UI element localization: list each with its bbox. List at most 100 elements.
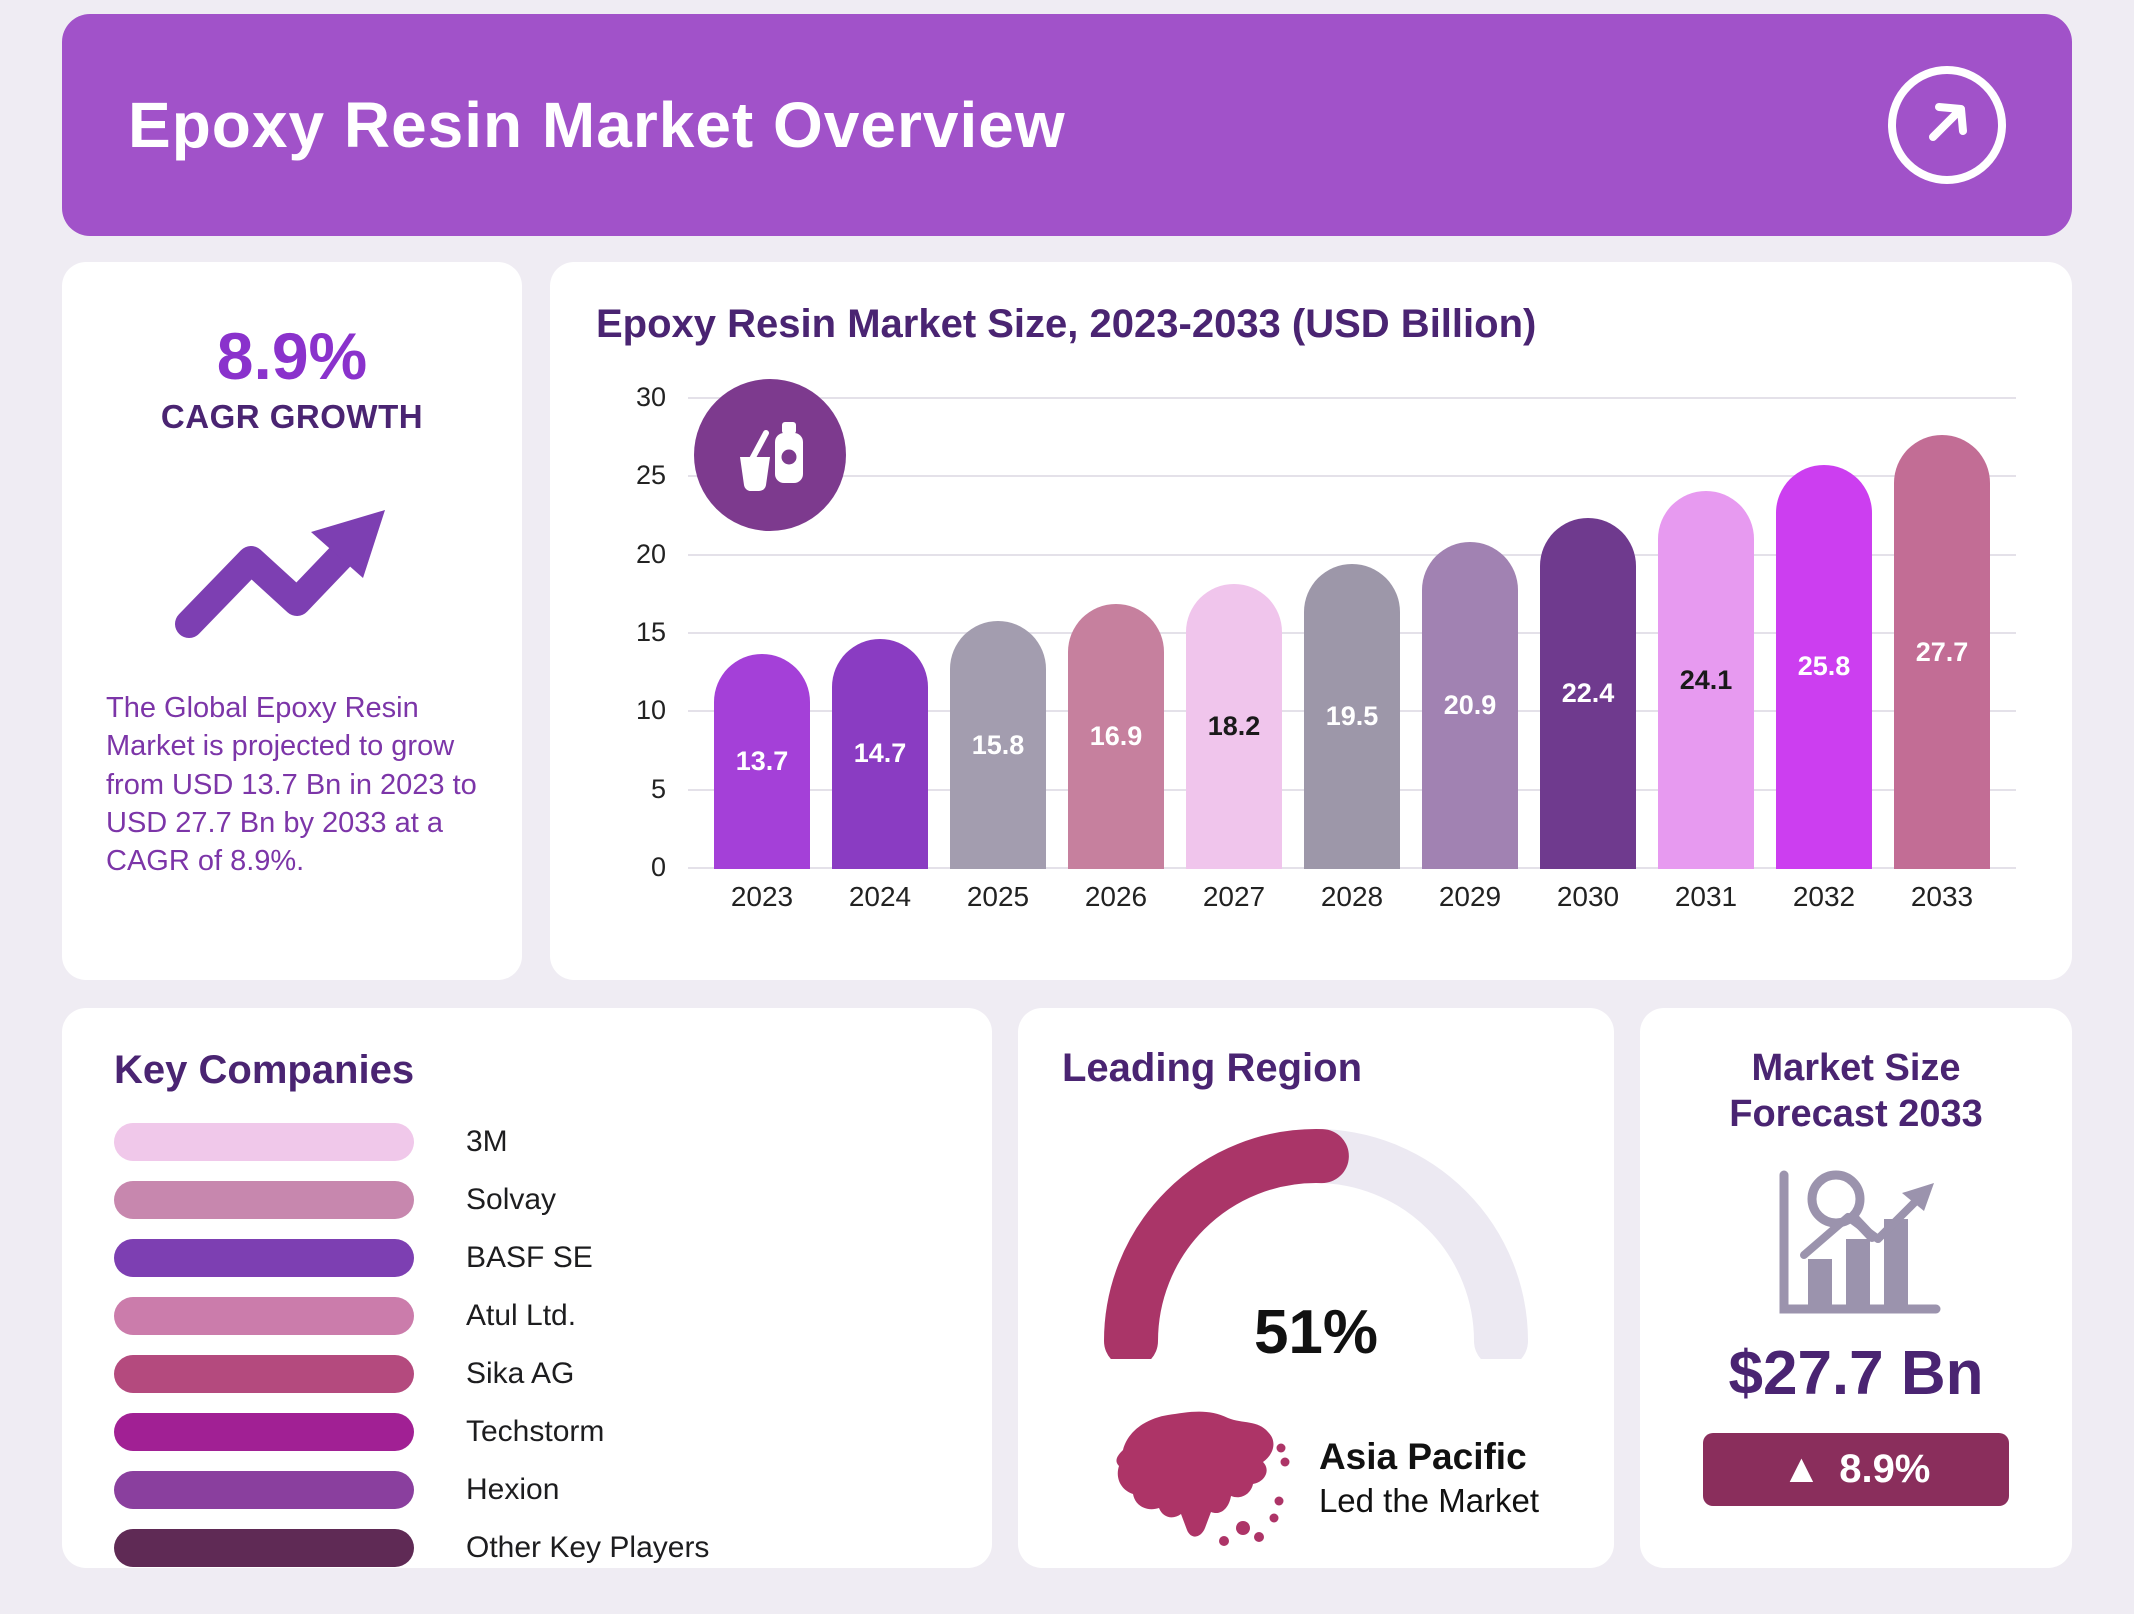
leading-region-title: Leading Region xyxy=(1062,1046,1362,1090)
y-axis-label: 15 xyxy=(635,617,666,647)
x-axis-label: 2033 xyxy=(1910,881,1974,912)
leading-region-card: Leading Region 51% xyxy=(1018,1008,1614,1568)
bar-2029: 20.9 xyxy=(1422,541,1518,869)
company-row: 3M xyxy=(114,1123,940,1161)
bar-value-label: 16.9 xyxy=(1089,721,1143,752)
company-color-bar xyxy=(114,1297,414,1335)
bar-2033: 27.7 xyxy=(1894,435,1990,869)
expand-arrow-button[interactable] xyxy=(1888,66,2006,184)
company-row: Techstorm xyxy=(114,1413,940,1451)
company-label: 3M xyxy=(466,1125,508,1158)
x-axis-label: 2024 xyxy=(848,881,912,912)
company-color-bar xyxy=(114,1529,414,1567)
page-title: Epoxy Resin Market Overview xyxy=(128,89,1066,161)
gridline xyxy=(688,397,2016,399)
cagr-label: CAGR GROWTH xyxy=(160,398,424,435)
company-color-bar xyxy=(114,1239,414,1277)
y-axis-label: 5 xyxy=(650,773,666,804)
y-axis-label: 0 xyxy=(650,852,666,882)
bar-2031: 24.1 xyxy=(1658,491,1754,869)
cagr-value: 8.9% xyxy=(216,319,368,393)
bar-value-label: 15.8 xyxy=(971,729,1025,760)
company-label: Techstorm xyxy=(466,1415,605,1448)
bar-value-label: 22.4 xyxy=(1561,678,1615,709)
key-companies-title: Key Companies xyxy=(114,1048,415,1092)
company-row: Other Key Players xyxy=(114,1529,940,1567)
y-axis-label: 10 xyxy=(635,695,666,726)
company-label: Other Key Players xyxy=(466,1531,710,1564)
x-axis-labels: 2023 2024 2025 2026 2027 2028 2029 2030 2031 2032… xyxy=(688,881,2016,913)
chart-magnifier-icon xyxy=(1676,1163,2036,1328)
company-label: Solvay xyxy=(466,1183,557,1216)
bars: 13.7 14.7 15.8 16.9 18.2 19.5 20.9 22.4 24.1 25.8… xyxy=(688,399,2016,869)
bar-2027: 18.2 xyxy=(1186,583,1282,869)
arrow-up-right-icon xyxy=(1919,95,1975,156)
y-axis-label: 25 xyxy=(635,460,666,491)
forecast-title: Market Size Forecast 2033 xyxy=(1729,1047,1983,1135)
bar-value-label: 18.2 xyxy=(1207,710,1261,741)
x-axis-label: 2030 xyxy=(1556,881,1620,912)
growth-percent: 8.9% xyxy=(1839,1447,1931,1492)
bar-value-label: 19.5 xyxy=(1325,700,1379,731)
bar-value-label: 20.9 xyxy=(1443,689,1497,720)
x-axis-label: 2028 xyxy=(1320,881,1384,912)
infographic-page: Epoxy Resin Market Overview 8.9% CAGR GR… xyxy=(0,14,2134,1614)
bar-2024: 14.7 xyxy=(832,638,928,869)
bar-2032: 25.8 xyxy=(1776,464,1872,869)
growth-badge: ▲ 8.9% xyxy=(1703,1433,2009,1507)
chemicals-bottle-icon xyxy=(694,379,846,531)
y-axis-label: 20 xyxy=(635,538,666,569)
bar-value-label: 13.7 xyxy=(735,746,789,777)
company-color-bar xyxy=(114,1355,414,1393)
x-axis-label: 2023 xyxy=(730,881,794,912)
market-description: The Global Epoxy Resin Market is project… xyxy=(106,692,477,878)
company-label: Sika AG xyxy=(466,1357,575,1390)
company-color-bar xyxy=(114,1413,414,1451)
region-share-percent: 51% xyxy=(1253,1298,1379,1367)
asia-map-icon xyxy=(1093,1390,1293,1565)
region-subtitle: Led the Market xyxy=(1318,1481,1540,1519)
forecast-value: $27.7 Bn xyxy=(1728,1339,1984,1409)
region-name: Asia Pacific xyxy=(1318,1435,1527,1477)
company-row: Sika AG xyxy=(114,1355,940,1393)
bar-value-label: 14.7 xyxy=(853,738,907,769)
company-color-bar xyxy=(114,1471,414,1509)
bar-2030: 22.4 xyxy=(1540,518,1636,869)
x-axis-label: 2026 xyxy=(1084,881,1148,912)
growth-trend-arrow-icon xyxy=(167,494,417,649)
chart-title: Epoxy Resin Market Size, 2023-2033 (USD … xyxy=(596,302,1537,346)
company-list: 3M Solvay BASF SE Atul Ltd. Sika AG Techstorm… xyxy=(114,1123,940,1567)
company-color-bar xyxy=(114,1123,414,1161)
x-axis-label: 2025 xyxy=(966,881,1030,912)
company-row: Solvay xyxy=(114,1181,940,1219)
company-label: BASF SE xyxy=(466,1241,593,1274)
gridline xyxy=(688,475,2016,478)
x-axis-label: 2027 xyxy=(1202,881,1266,912)
x-axis-label: 2031 xyxy=(1674,881,1738,912)
gridline xyxy=(688,553,2016,556)
x-axis-label: 2029 xyxy=(1438,881,1502,912)
cagr-stat-card: 8.9% CAGR GROWTH The Global Epoxy Resin … xyxy=(62,262,522,980)
company-row: Atul Ltd. xyxy=(114,1297,940,1335)
market-size-chart-card: Epoxy Resin Market Size, 2023-2033 (USD … xyxy=(550,262,2072,980)
header: Epoxy Resin Market Overview xyxy=(62,14,2072,236)
company-label: Hexion xyxy=(466,1473,560,1506)
gauge-fill-arc xyxy=(1104,1129,1528,1368)
region-gauge: 51% xyxy=(1086,1109,1546,1368)
y-axis-label: 30 xyxy=(635,382,666,412)
bar-value-label: 25.8 xyxy=(1797,651,1851,682)
bar-2026: 16.9 xyxy=(1068,604,1164,869)
company-color-bar xyxy=(114,1181,414,1219)
bar-2028: 19.5 xyxy=(1304,563,1400,869)
forecast-card: Market Size Forecast 2033 $27.7 Bn ▲ 8.9… xyxy=(1640,1008,2072,1568)
company-label: Atul Ltd. xyxy=(466,1299,577,1332)
key-companies-card: Key Companies 3M Solvay BASF SE Atul Ltd. Si… xyxy=(62,1008,992,1568)
company-row: Hexion xyxy=(114,1471,940,1509)
bar-2025: 15.8 xyxy=(950,621,1046,869)
company-row: BASF SE xyxy=(114,1239,940,1277)
bar-plot: 0 5 10 15 20 25 30 13.7 14.7 15.8 16.9 18.2 19.5 20.… xyxy=(636,379,2016,882)
bar-value-label: 24.1 xyxy=(1679,664,1733,695)
x-axis-label: 2032 xyxy=(1792,881,1856,912)
triangle-up-icon: ▲ xyxy=(1781,1447,1822,1492)
bar-value-label: 27.7 xyxy=(1915,636,1969,667)
